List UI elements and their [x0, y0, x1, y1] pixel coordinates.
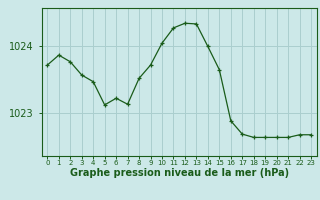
X-axis label: Graphe pression niveau de la mer (hPa): Graphe pression niveau de la mer (hPa) [70, 168, 289, 178]
